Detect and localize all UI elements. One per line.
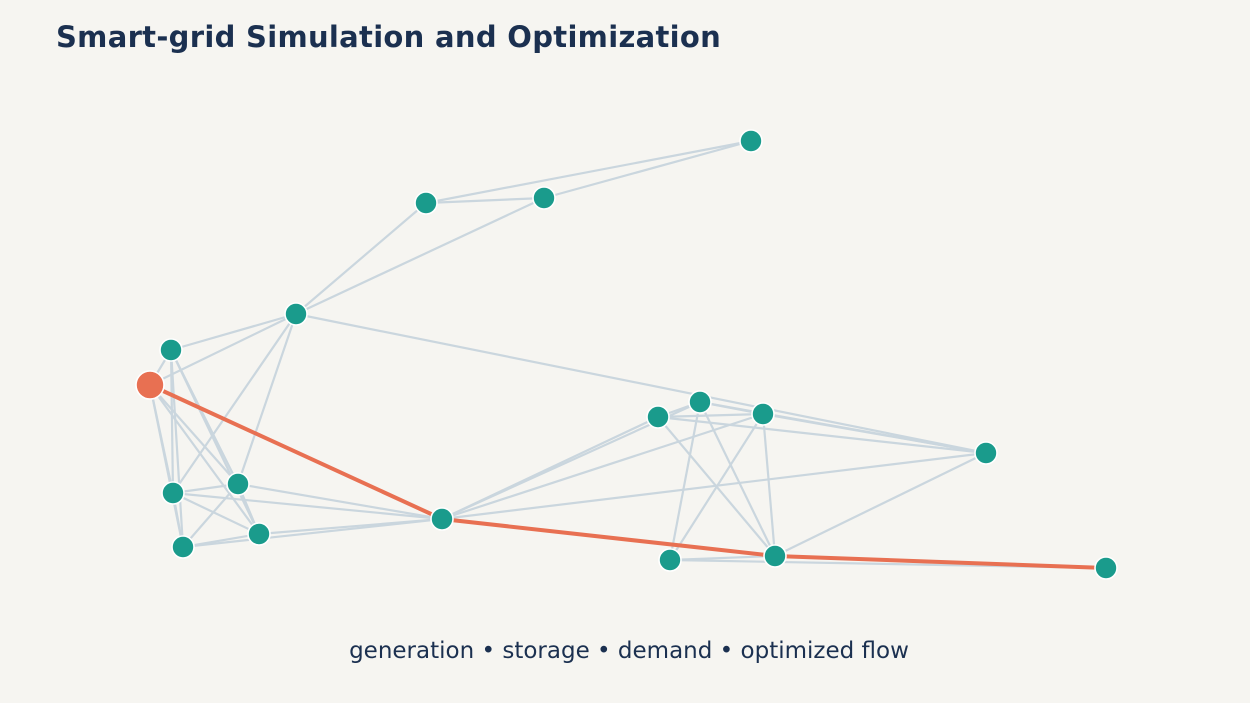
edge-n14-n15 xyxy=(762,412,987,455)
grid-node-n17 xyxy=(658,548,682,572)
source-node-n6 xyxy=(135,370,165,400)
grid-node-n18 xyxy=(1094,556,1118,580)
page-title: Smart-grid Simulation and Optimization xyxy=(56,20,722,54)
edge-n10-n11 xyxy=(182,517,443,549)
edge-n5-n9 xyxy=(170,349,260,535)
edge-n13-n17 xyxy=(668,401,702,561)
edge-n8-n9 xyxy=(172,492,260,535)
edge-n5-n10 xyxy=(169,349,185,548)
grid-node-n12 xyxy=(646,405,670,429)
edge-n7-n11 xyxy=(237,482,443,521)
grid-node-n10 xyxy=(171,535,195,559)
edge-n8-n11 xyxy=(172,491,443,521)
edge-n4-n7 xyxy=(236,313,298,485)
edge-n4-n8 xyxy=(172,313,297,494)
edge-n13-n16 xyxy=(699,401,776,557)
grid-node-n4 xyxy=(284,302,308,326)
grid-node-n15 xyxy=(974,441,998,465)
edge-n1-n2 xyxy=(543,139,752,200)
legend-caption: generation • storage • demand • optimize… xyxy=(349,638,909,664)
edge-n12-n15 xyxy=(657,415,987,455)
grid-node-n16 xyxy=(763,544,787,568)
edge-n11-n14 xyxy=(441,412,764,521)
edge-n4-n6 xyxy=(149,313,297,386)
grid-node-n13 xyxy=(688,390,712,414)
grid-node-n3 xyxy=(414,191,438,215)
grid-node-n5 xyxy=(159,338,183,362)
optimized-flow-line xyxy=(148,383,1108,570)
grid-node-n7 xyxy=(226,472,250,496)
edge-n6-n7 xyxy=(149,384,239,485)
edge-n6-n9 xyxy=(149,384,260,535)
edge-n7-n10 xyxy=(182,483,239,548)
grid-node-n8 xyxy=(161,481,185,505)
grid-node-n14 xyxy=(751,402,775,426)
edge-n2-n3 xyxy=(425,196,545,205)
edge-n11-n15 xyxy=(441,451,987,521)
grid-node-n2 xyxy=(532,186,556,210)
edge-n14-n17 xyxy=(669,413,764,561)
edge-n4-n15 xyxy=(295,312,987,455)
edge-n3-n4 xyxy=(295,202,427,315)
edge-n14-n16 xyxy=(761,413,777,557)
edges-layer xyxy=(148,139,1107,570)
edge-n1-n3 xyxy=(425,139,752,205)
edge-n12-n14 xyxy=(657,412,764,419)
grid-node-n11 xyxy=(430,507,454,531)
edge-n4-n5 xyxy=(170,312,297,352)
edge-n2-n4 xyxy=(295,197,545,315)
edge-n5-n8 xyxy=(169,349,175,494)
nodes-layer xyxy=(135,129,1118,580)
grid-node-n9 xyxy=(247,522,271,546)
optimized-flow-path xyxy=(148,383,1108,570)
edge-n15-n16 xyxy=(774,452,987,557)
grid-node-n1 xyxy=(739,129,763,153)
